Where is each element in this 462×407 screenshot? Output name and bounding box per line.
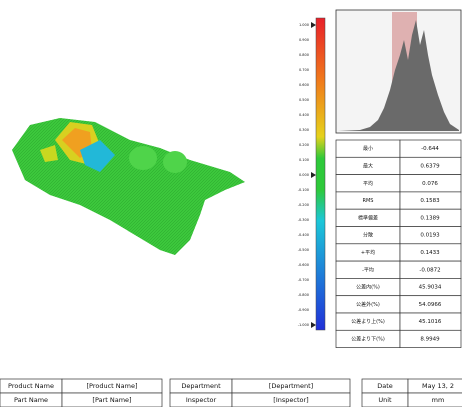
stat-label: 最大 bbox=[363, 162, 373, 169]
scale-label: 0.600 bbox=[299, 83, 309, 87]
scale-label: 0.400 bbox=[299, 113, 309, 117]
scale-label: -0.200 bbox=[298, 203, 309, 207]
info-value: [Part Name] bbox=[92, 396, 131, 404]
scale-label: 0.700 bbox=[299, 68, 309, 72]
stat-label: 分散 bbox=[363, 232, 373, 239]
stat-value: 54.0966 bbox=[419, 302, 442, 308]
scale-label: -0.500 bbox=[298, 248, 309, 252]
marker bbox=[311, 22, 316, 28]
stat-label: 最小 bbox=[363, 145, 373, 152]
stat-value: 8.9949 bbox=[420, 336, 440, 342]
scale-label: 0.100 bbox=[299, 158, 309, 162]
stat-label: -平均 bbox=[362, 266, 374, 273]
report: 1.000 0.900 0.800 0.700 0.600 0.500 0.400 0.300… bbox=[0, 0, 462, 407]
stat-value: -0.644 bbox=[421, 146, 439, 152]
scale-label: -0.300 bbox=[298, 218, 309, 222]
stat-value: 0.6379 bbox=[420, 163, 440, 169]
stat-label: +平均 bbox=[361, 249, 375, 256]
marker bbox=[311, 322, 316, 328]
info-label: Department bbox=[181, 382, 221, 390]
color-scale: 1.000 0.900 0.800 0.700 0.600 0.500 0.400 0.300… bbox=[298, 18, 325, 330]
scale-label: 0.900 bbox=[299, 38, 309, 42]
scale-label: 0.000 bbox=[299, 173, 309, 177]
histogram bbox=[336, 10, 461, 133]
info-value: [Product Name] bbox=[87, 382, 138, 390]
info-label: Unit bbox=[378, 396, 392, 404]
info-value: May 13, 2 bbox=[422, 382, 454, 390]
color-bar bbox=[316, 18, 325, 330]
scale-label: 1.000 bbox=[299, 23, 309, 27]
stat-label: 標準偏差 bbox=[358, 214, 378, 221]
stat-value: 45.9034 bbox=[419, 285, 442, 291]
info-table: Product Name [Product Name] Department [Dep… bbox=[0, 379, 462, 407]
marker bbox=[311, 172, 316, 178]
model-3d bbox=[12, 118, 245, 255]
info-value: mm bbox=[432, 396, 445, 404]
stat-value: 0.1389 bbox=[420, 215, 440, 221]
info-label: Part Name bbox=[14, 396, 48, 404]
info-label: Product Name bbox=[8, 382, 54, 390]
info-value: [Inspector] bbox=[273, 396, 308, 404]
stat-value: 0.076 bbox=[422, 181, 438, 187]
stat-label: 公差内(%) bbox=[356, 284, 380, 291]
stat-label: 平均 bbox=[363, 180, 373, 187]
scale-label: -0.600 bbox=[298, 263, 309, 267]
stat-value: -0.0872 bbox=[419, 267, 440, 273]
stat-label: 公差より上(%) bbox=[351, 318, 385, 325]
scale-label: -0.800 bbox=[298, 293, 309, 297]
stat-value: 45.1016 bbox=[419, 319, 442, 325]
info-label: Inspector bbox=[186, 396, 217, 404]
scale-label: 0.800 bbox=[299, 53, 309, 57]
info-label: Date bbox=[377, 382, 393, 390]
stat-label: RMS bbox=[363, 198, 374, 204]
stat-value: 0.0193 bbox=[420, 233, 440, 239]
scale-label: -0.100 bbox=[298, 188, 309, 192]
info-value: [Department] bbox=[269, 382, 313, 390]
scale-label: 0.300 bbox=[299, 128, 309, 132]
scale-label: 0.500 bbox=[299, 98, 309, 102]
stat-label: 公差より下(%) bbox=[351, 335, 385, 342]
scale-label: -0.400 bbox=[298, 233, 309, 237]
page: 1.000 0.900 0.800 0.700 0.600 0.500 0.400 0.300… bbox=[0, 0, 462, 407]
stat-value: 0.1583 bbox=[420, 198, 440, 204]
scale-label: 0.200 bbox=[299, 143, 309, 147]
stat-label: 公差外(%) bbox=[356, 301, 380, 308]
stats-table: 最小 -0.644 最大 0.6379 平均 0.076 RMS 0.1583 標準偏差 0.13… bbox=[336, 140, 461, 348]
scale-label: -0.700 bbox=[298, 278, 309, 282]
stat-value: 0.1433 bbox=[420, 250, 440, 256]
scale-label: -1.000 bbox=[298, 323, 309, 327]
scale-label: -0.900 bbox=[298, 308, 309, 312]
